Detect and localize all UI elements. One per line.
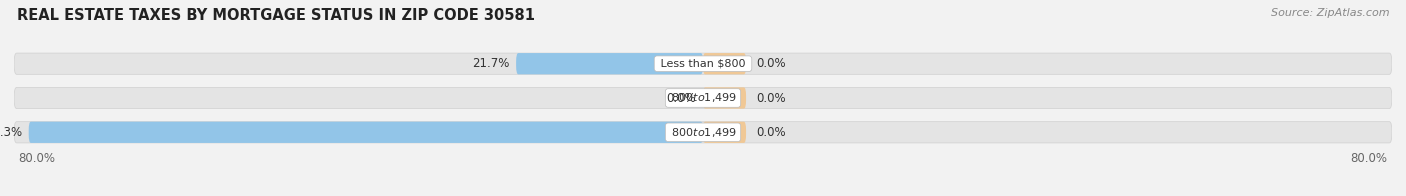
FancyBboxPatch shape <box>28 122 703 143</box>
Text: 80.0%: 80.0% <box>18 152 55 165</box>
Text: 0.0%: 0.0% <box>756 126 786 139</box>
FancyBboxPatch shape <box>703 53 747 74</box>
Text: $800 to $1,499: $800 to $1,499 <box>668 92 738 104</box>
Text: 0.0%: 0.0% <box>756 57 786 70</box>
Text: 0.0%: 0.0% <box>756 92 786 104</box>
FancyBboxPatch shape <box>14 53 1392 74</box>
Text: $800 to $1,499: $800 to $1,499 <box>668 126 738 139</box>
Text: Less than $800: Less than $800 <box>657 59 749 69</box>
Text: 21.7%: 21.7% <box>472 57 509 70</box>
Text: 0.0%: 0.0% <box>666 92 696 104</box>
FancyBboxPatch shape <box>703 87 747 109</box>
Text: 80.0%: 80.0% <box>1351 152 1388 165</box>
FancyBboxPatch shape <box>14 122 1392 143</box>
Text: 78.3%: 78.3% <box>0 126 22 139</box>
FancyBboxPatch shape <box>516 53 703 74</box>
Text: REAL ESTATE TAXES BY MORTGAGE STATUS IN ZIP CODE 30581: REAL ESTATE TAXES BY MORTGAGE STATUS IN … <box>17 8 534 23</box>
Text: Source: ZipAtlas.com: Source: ZipAtlas.com <box>1271 8 1389 18</box>
FancyBboxPatch shape <box>703 122 747 143</box>
FancyBboxPatch shape <box>14 87 1392 109</box>
